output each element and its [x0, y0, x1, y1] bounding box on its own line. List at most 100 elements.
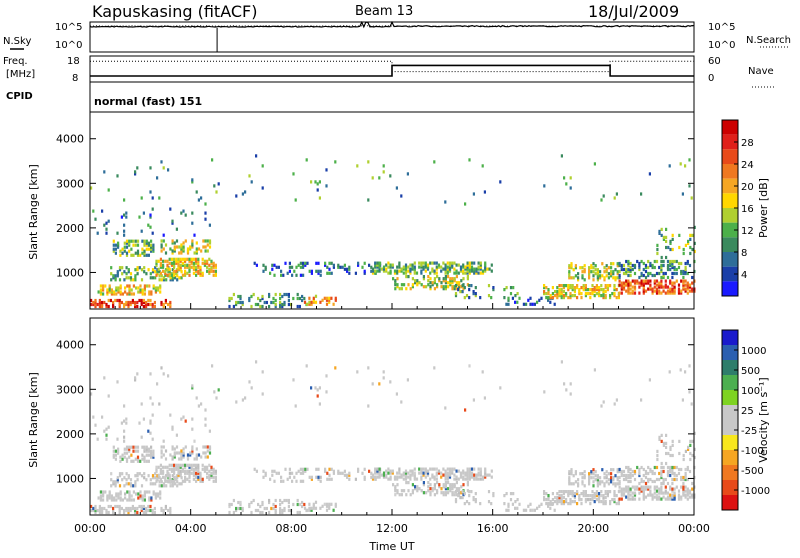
colorbar-tick-label: 1000 — [741, 346, 766, 357]
power-echo-cell — [459, 290, 462, 294]
power-echo-cell — [128, 241, 131, 245]
velocity-echo-cell — [599, 476, 602, 480]
velocity-echo-cell — [141, 494, 144, 498]
velocity-echo-cell — [627, 485, 630, 489]
velocity-echo-cell — [590, 470, 593, 474]
power-echo-cell — [136, 239, 140, 243]
power-echo-cell — [479, 263, 482, 267]
velocity-echo-cell — [568, 470, 571, 474]
velocity-echo-cell — [228, 510, 231, 515]
velocity-echo-cell — [592, 480, 595, 484]
power-echo-cell — [143, 286, 146, 290]
velocity-echo-cell — [264, 473, 267, 477]
power-echo-cell — [583, 268, 586, 272]
velocity-echo-cell — [101, 508, 104, 513]
power-echo-cell — [123, 198, 126, 202]
power-echo-cell — [206, 249, 209, 253]
power-echo-cell — [470, 265, 474, 269]
power-echo-cell — [691, 287, 694, 291]
power-echo-cell — [688, 285, 692, 289]
power-echo-cell — [385, 267, 388, 271]
velocity-echo-cell — [268, 500, 271, 505]
velocity-echo-cell — [429, 487, 432, 491]
power-echo-cell — [181, 263, 184, 267]
power-echo-cell — [440, 265, 443, 269]
velocity-echo-cell — [622, 491, 626, 495]
power-echo-cell — [665, 255, 668, 260]
velocity-echo-cell — [614, 484, 617, 488]
power-echo-cell — [149, 166, 152, 170]
power-echo-cell — [642, 291, 645, 295]
power-echo-cell — [314, 294, 318, 298]
power-echo-cell — [658, 283, 661, 287]
power-echo-cell — [162, 276, 166, 280]
power-echo-cell — [610, 266, 613, 270]
power-echo-cell — [673, 267, 676, 272]
power-echo-cell — [673, 271, 676, 276]
velocity-echo-cell — [265, 506, 268, 511]
power-echo-cell — [127, 276, 130, 280]
power-echo-cell — [191, 239, 194, 243]
power-echo-cell — [118, 298, 121, 303]
power-echo-cell — [281, 302, 284, 307]
power-echo-cell — [449, 277, 452, 281]
velocity-echo-cell — [640, 485, 643, 489]
velocity-echo-cell — [153, 510, 156, 515]
power-echo-cell — [337, 263, 340, 267]
velocity-echo-cell — [173, 463, 176, 467]
velocity-echo-cell — [169, 508, 172, 513]
power-echo-cell — [671, 281, 674, 285]
power-echo-cell — [592, 270, 595, 274]
velocity-echo-cell — [543, 492, 546, 496]
power-echo-cell — [620, 281, 623, 285]
power-echo-cell — [614, 276, 617, 280]
velocity-echo-cell — [382, 376, 385, 380]
velocity-echo-cell — [671, 467, 674, 472]
power-echo-cell — [416, 281, 419, 285]
power-echo-cell — [319, 269, 322, 273]
power-echo-cell — [438, 277, 441, 281]
power-echo-cell — [115, 288, 118, 292]
power-echo-cell — [295, 273, 298, 277]
power-echo-cell — [304, 261, 307, 265]
power-echo-cell — [625, 269, 628, 274]
velocity-echo-cell — [595, 492, 598, 496]
velocity-echo-cell — [131, 504, 134, 509]
power-echo-cell — [188, 259, 191, 263]
power-echo-cell — [633, 281, 637, 285]
power-echo-cell — [149, 213, 152, 217]
power-echo-cell — [576, 286, 579, 290]
power-echo-cell — [507, 302, 510, 306]
velocity-echo-cell — [592, 484, 595, 488]
velocity-echo-cell — [487, 500, 491, 504]
power-echo-cell — [310, 302, 313, 306]
velocity-echo-cell — [565, 490, 568, 494]
velocity-echo-cell — [318, 386, 321, 390]
velocity-echo-cell — [143, 498, 146, 502]
power-echo-cell — [455, 281, 458, 285]
power-echo-cell — [210, 267, 213, 271]
velocity-echo-cell — [411, 473, 414, 477]
velocity-echo-cell — [159, 463, 162, 467]
velocity-echo-cell — [190, 465, 193, 469]
velocity-echo-cell — [277, 471, 280, 475]
velocity-echo-cell — [170, 463, 173, 467]
velocity-echo-cell — [470, 490, 473, 494]
freq-label-line1: Freq. — [3, 56, 28, 67]
power-echo-cell — [457, 288, 460, 292]
velocity-echo-cell — [116, 480, 119, 484]
power-echo-cell — [112, 276, 115, 280]
velocity-echo-cell — [651, 471, 654, 476]
power-echo-cell — [433, 287, 436, 291]
power-echo-cell — [660, 263, 663, 268]
power-echo-cell — [287, 302, 290, 307]
velocity-echo-cell — [581, 472, 584, 476]
colorbar-frame — [721, 329, 739, 511]
velocity-echo-cell — [186, 455, 190, 459]
power-echo-cell — [560, 288, 563, 292]
power-echo-cell — [483, 190, 486, 194]
power-echo-cell — [328, 261, 331, 265]
power-echo-cell — [616, 276, 619, 280]
power-echo-cell — [173, 276, 177, 280]
power-echo-cell — [318, 180, 321, 184]
